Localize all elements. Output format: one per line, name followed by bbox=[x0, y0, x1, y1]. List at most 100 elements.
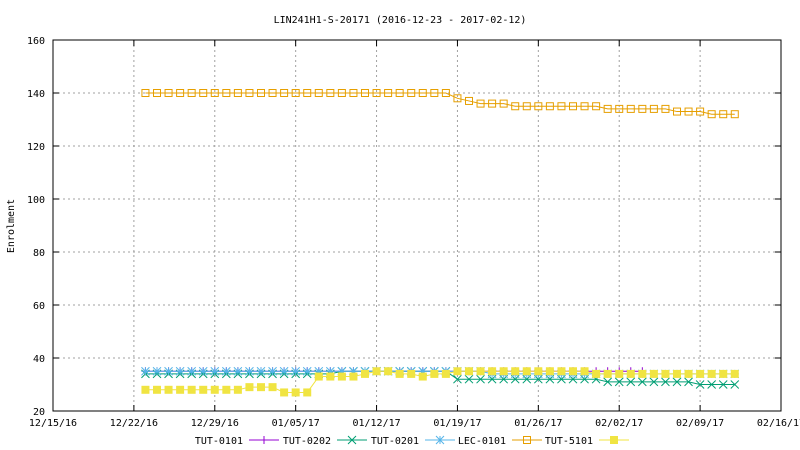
data-point bbox=[453, 94, 462, 103]
y-tick-label: 40 bbox=[33, 354, 45, 365]
data-point bbox=[245, 366, 254, 376]
data-point bbox=[626, 369, 635, 378]
data-point bbox=[175, 366, 185, 376]
data-point bbox=[291, 89, 300, 97]
data-point bbox=[164, 366, 173, 376]
data-point bbox=[430, 369, 439, 378]
data-point bbox=[418, 89, 427, 97]
data-point bbox=[661, 369, 670, 378]
series-lec-0101 bbox=[141, 89, 739, 119]
data-point bbox=[337, 366, 347, 376]
data-point bbox=[707, 369, 716, 378]
data-point bbox=[453, 367, 462, 376]
data-point bbox=[661, 104, 670, 113]
data-point bbox=[557, 102, 566, 111]
data-point bbox=[245, 383, 254, 392]
data-point bbox=[569, 367, 577, 376]
data-point bbox=[280, 388, 289, 397]
y-tick-label: 140 bbox=[27, 89, 45, 100]
y-tick-label: 20 bbox=[33, 407, 45, 418]
data-point bbox=[730, 369, 739, 378]
data-point bbox=[580, 367, 589, 376]
data-point bbox=[395, 369, 404, 378]
y-tick-label: 80 bbox=[33, 248, 45, 259]
data-point bbox=[257, 383, 265, 392]
x-tick-label: 01/19/17 bbox=[433, 418, 481, 429]
data-point bbox=[268, 366, 277, 376]
legend-label: TUT-0101 bbox=[195, 436, 243, 447]
data-point bbox=[638, 369, 647, 378]
x-tick-label: 02/16/17 bbox=[757, 418, 800, 429]
data-point bbox=[430, 89, 439, 97]
data-point bbox=[730, 110, 739, 119]
data-point bbox=[372, 367, 381, 376]
data-point bbox=[153, 89, 161, 97]
data-point bbox=[349, 366, 358, 376]
data-point bbox=[637, 377, 647, 387]
data-point bbox=[187, 89, 196, 97]
data-point bbox=[326, 89, 335, 97]
data-point bbox=[210, 89, 219, 97]
data-point bbox=[592, 369, 601, 378]
legend-label: LEC-0101 bbox=[458, 436, 506, 447]
data-point bbox=[718, 380, 728, 389]
data-point bbox=[488, 367, 497, 376]
data-point bbox=[603, 377, 613, 387]
data-point bbox=[707, 110, 716, 119]
data-point bbox=[453, 374, 462, 384]
data-point bbox=[545, 367, 554, 376]
data-point bbox=[418, 366, 428, 376]
data-point bbox=[280, 89, 289, 97]
data-point bbox=[164, 89, 173, 97]
data-point bbox=[361, 89, 369, 97]
data-point bbox=[476, 367, 485, 376]
data-point bbox=[164, 385, 173, 394]
data-point bbox=[337, 89, 346, 97]
data-point bbox=[141, 366, 150, 376]
plot-area-frame bbox=[52, 39, 782, 412]
data-point bbox=[302, 366, 312, 376]
x-tick-label: 02/09/17 bbox=[676, 418, 724, 429]
x-tick-label: 01/05/17 bbox=[272, 418, 320, 429]
legend-label: TUT-0202 bbox=[283, 436, 331, 447]
data-point bbox=[649, 369, 658, 378]
y-tick-label: 100 bbox=[27, 195, 45, 206]
data-point bbox=[176, 89, 185, 97]
data-point bbox=[465, 96, 473, 105]
data-point bbox=[615, 369, 624, 378]
data-point bbox=[407, 369, 416, 378]
data-point bbox=[684, 369, 693, 378]
data-point bbox=[696, 107, 705, 116]
data-point bbox=[695, 380, 705, 389]
data-point bbox=[221, 366, 231, 376]
data-point bbox=[603, 369, 612, 378]
data-point bbox=[279, 366, 289, 376]
data-point bbox=[534, 367, 543, 376]
data-point bbox=[626, 377, 636, 387]
data-point bbox=[372, 89, 381, 97]
data-point bbox=[187, 366, 197, 376]
data-point bbox=[337, 372, 346, 381]
data-point bbox=[210, 385, 219, 394]
data-point bbox=[291, 366, 301, 376]
x-tick-label: 01/26/17 bbox=[514, 418, 562, 429]
data-point bbox=[511, 367, 520, 376]
legend-label: TUT-5101 bbox=[545, 436, 593, 447]
data-point bbox=[141, 385, 150, 394]
legend-marker-sample bbox=[435, 435, 445, 445]
series-line bbox=[145, 370, 735, 393]
data-point bbox=[707, 380, 717, 389]
data-point bbox=[499, 367, 508, 376]
series-line bbox=[145, 92, 735, 115]
series-line bbox=[145, 370, 735, 385]
x-tick-label: 12/29/16 bbox=[191, 418, 239, 429]
data-point bbox=[488, 99, 497, 108]
data-point bbox=[384, 367, 393, 376]
data-point bbox=[615, 104, 624, 113]
data-point bbox=[303, 388, 312, 397]
data-point bbox=[326, 372, 335, 381]
data-point bbox=[303, 89, 312, 97]
data-point bbox=[141, 89, 150, 97]
data-point bbox=[395, 89, 404, 97]
